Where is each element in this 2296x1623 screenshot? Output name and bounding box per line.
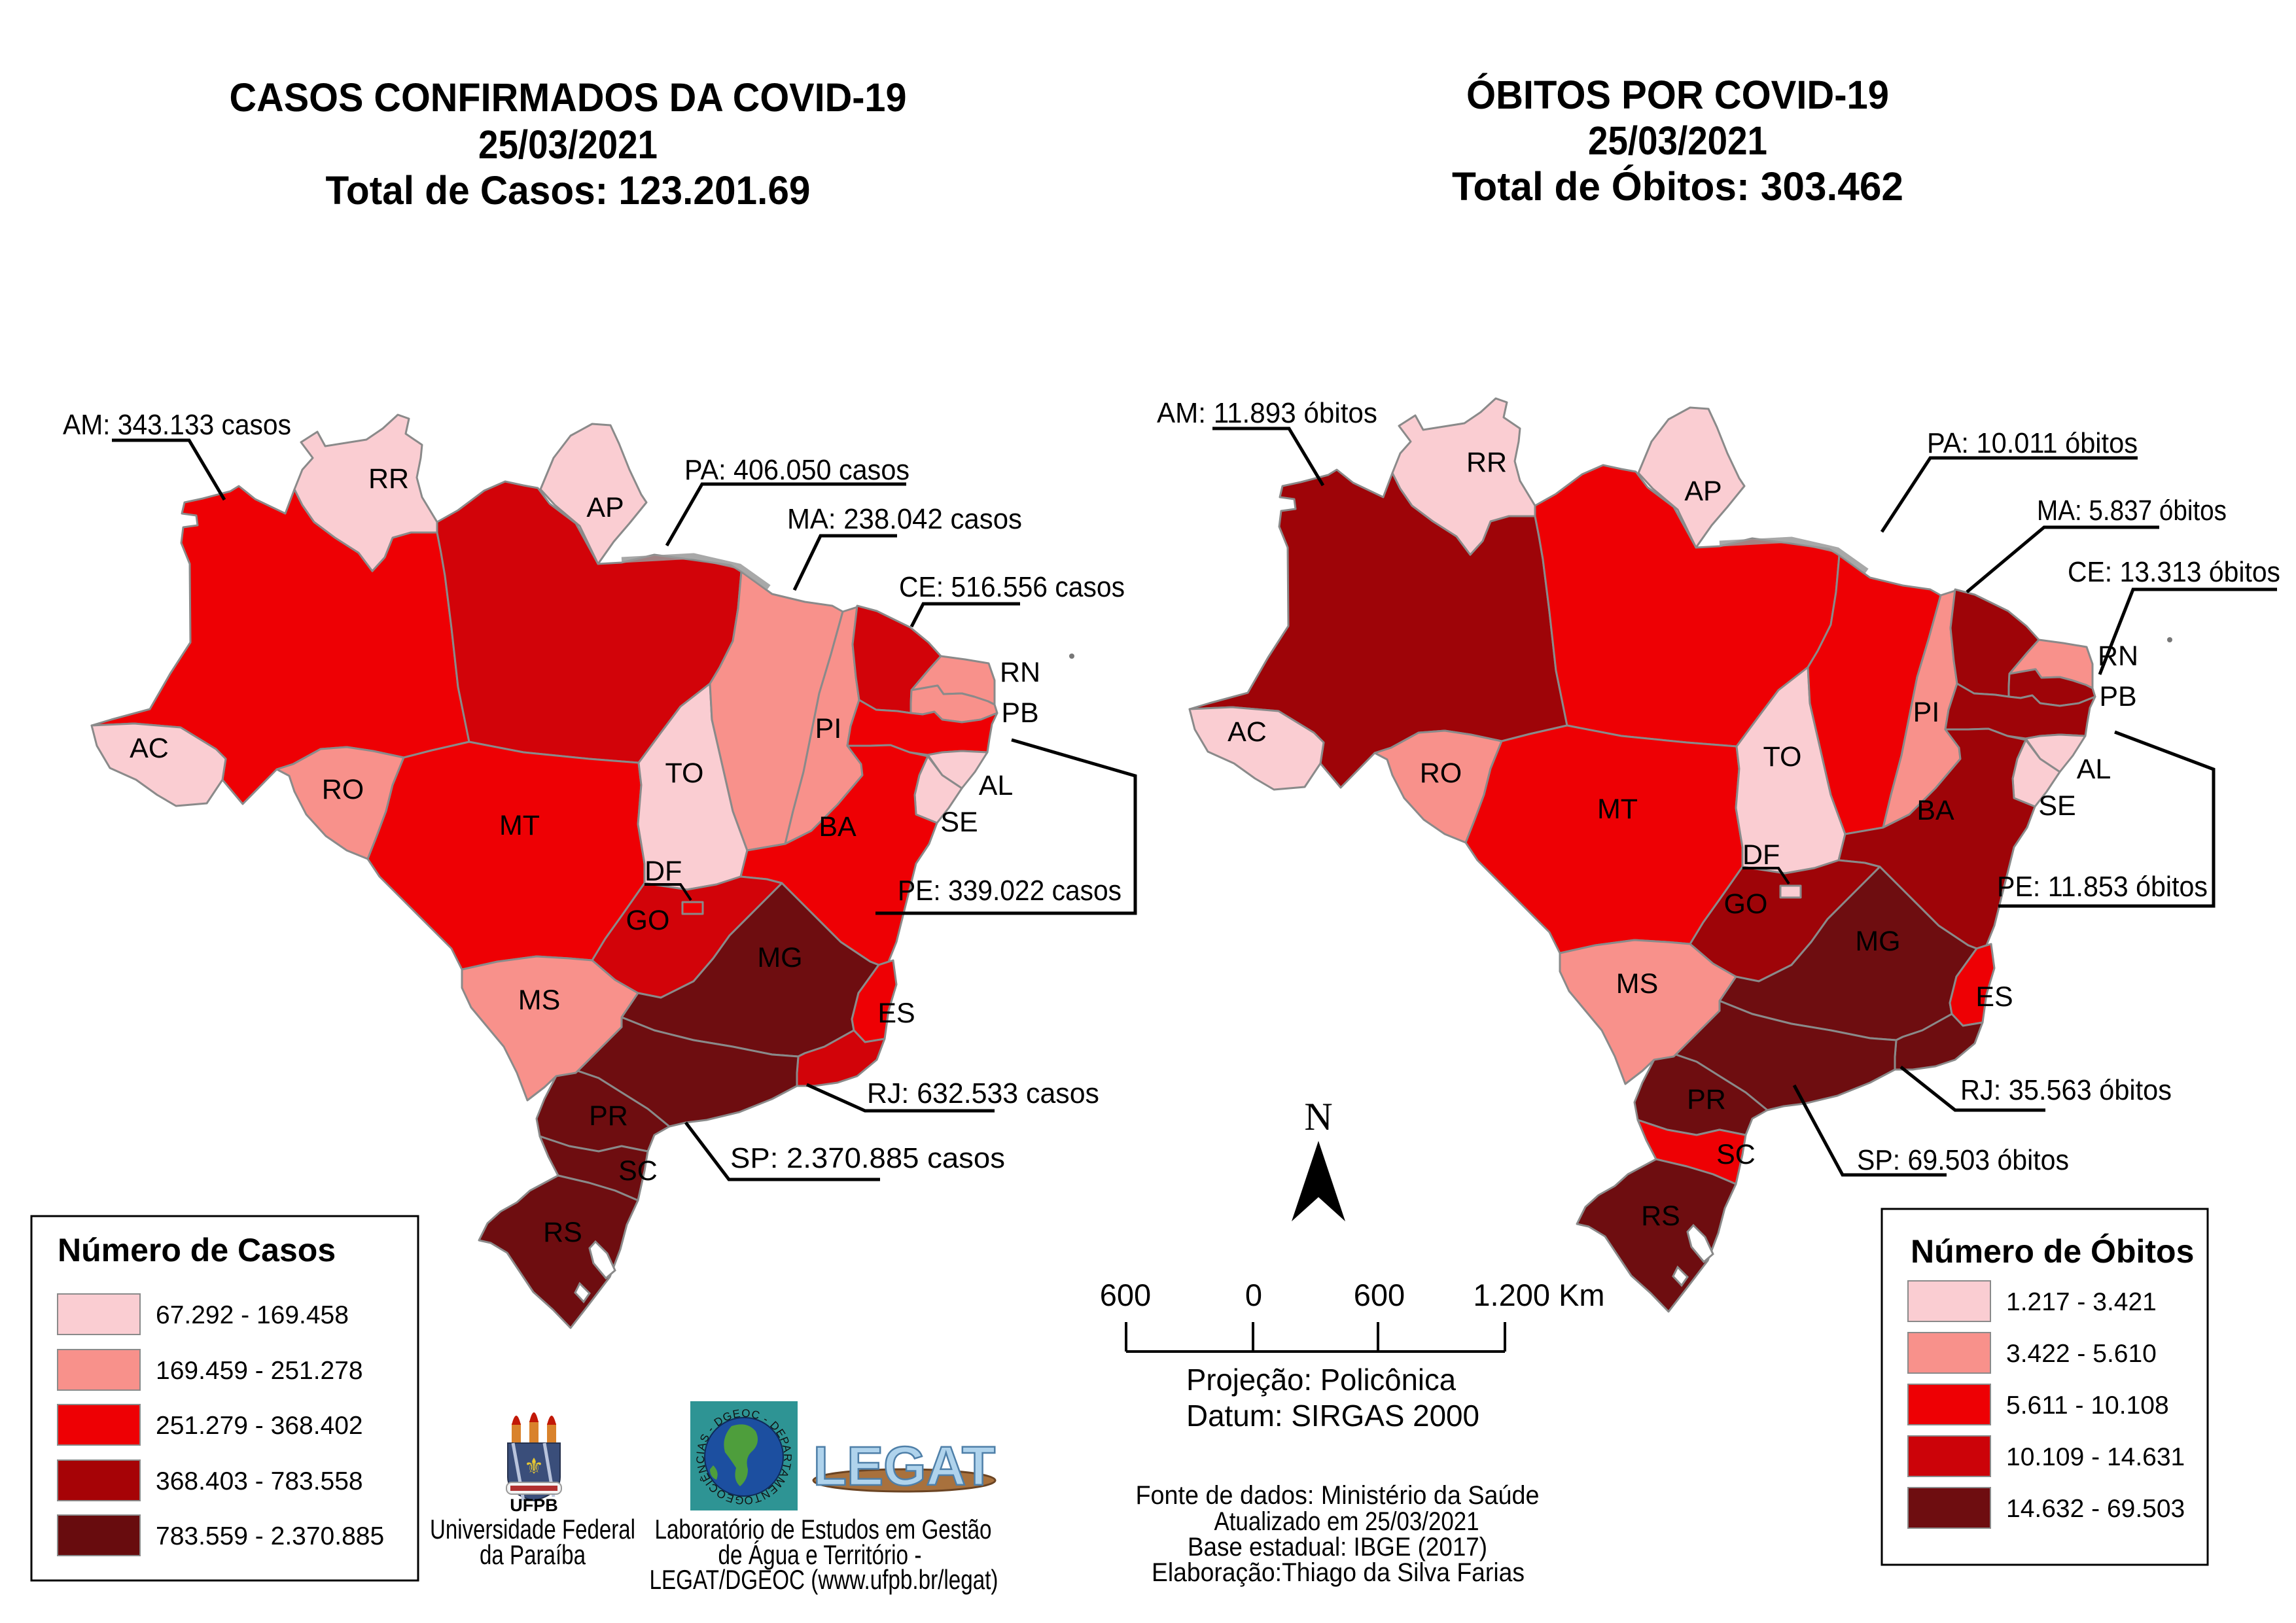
svg-text:600: 600 bbox=[1100, 1278, 1151, 1312]
svg-text:LEGAT/DGEOC (www.ufpb.br/legat: LEGAT/DGEOC (www.ufpb.br/legat) bbox=[650, 1564, 998, 1595]
svg-text:600: 600 bbox=[1354, 1278, 1405, 1312]
svg-text:BA: BA bbox=[819, 811, 857, 843]
svg-text:de Água e Território -: de Água e Território - bbox=[718, 1539, 922, 1570]
svg-text:RR: RR bbox=[1466, 447, 1507, 478]
svg-text:GO: GO bbox=[1724, 888, 1768, 920]
svg-text:SE: SE bbox=[940, 807, 978, 838]
svg-text:SE: SE bbox=[2038, 790, 2075, 822]
svg-text:PI: PI bbox=[1913, 697, 1940, 728]
svg-text:MS: MS bbox=[1616, 968, 1659, 1000]
svg-text:RJ: 35.563 óbitos: RJ: 35.563 óbitos bbox=[1960, 1074, 2172, 1106]
svg-text:25/03/2021: 25/03/2021 bbox=[478, 122, 658, 167]
svg-text:Total de Casos: 123.201.69: Total de Casos: 123.201.69 bbox=[326, 168, 811, 213]
svg-text:AC: AC bbox=[130, 733, 169, 764]
svg-text:DF: DF bbox=[1742, 839, 1780, 871]
svg-text:RO: RO bbox=[322, 774, 364, 805]
svg-text:TO: TO bbox=[1763, 741, 1802, 773]
svg-text:3.422 - 5.610: 3.422 - 5.610 bbox=[2006, 1340, 2157, 1368]
svg-text:RR: RR bbox=[368, 463, 409, 495]
svg-text:MA: 238.042 casos: MA: 238.042 casos bbox=[787, 503, 1022, 535]
svg-text:1.200 Km: 1.200 Km bbox=[1473, 1278, 1604, 1312]
svg-text:PA: 10.011 óbitos: PA: 10.011 óbitos bbox=[1927, 427, 2138, 459]
svg-text:MA: 5.837 óbitos: MA: 5.837 óbitos bbox=[2037, 495, 2227, 527]
svg-text:AL: AL bbox=[2077, 754, 2111, 785]
svg-text:PA: 406.050 casos: PA: 406.050 casos bbox=[684, 454, 910, 486]
svg-text:MG: MG bbox=[1855, 926, 1900, 957]
svg-text:ÓBITOS POR COVID-19: ÓBITOS POR COVID-19 bbox=[1466, 73, 1889, 117]
svg-text:SP: 69.503 óbitos: SP: 69.503 óbitos bbox=[1857, 1144, 2069, 1176]
svg-text:CASOS CONFIRMADOS DA COVID-19: CASOS CONFIRMADOS DA COVID-19 bbox=[230, 75, 907, 120]
svg-text:Elaboração:Thiago da Silva Far: Elaboração:Thiago da Silva Farias bbox=[1152, 1558, 1525, 1587]
svg-text:10.109 - 14.631: 10.109 - 14.631 bbox=[2006, 1443, 2185, 1471]
svg-text:783.559 - 2.370.885: 783.559 - 2.370.885 bbox=[156, 1522, 384, 1550]
svg-text:RJ: 632.533 casos: RJ: 632.533 casos bbox=[867, 1077, 1099, 1109]
svg-text:0: 0 bbox=[1245, 1278, 1262, 1312]
svg-text:PB: PB bbox=[1001, 697, 1038, 729]
svg-text:Atualizado em 25/03/2021: Atualizado em 25/03/2021 bbox=[1214, 1507, 1479, 1536]
svg-text:DF: DF bbox=[645, 856, 682, 887]
svg-text:SC: SC bbox=[1716, 1139, 1756, 1170]
svg-text:CE: 516.556 casos: CE: 516.556 casos bbox=[899, 571, 1125, 603]
svg-text:UFPB: UFPB bbox=[510, 1495, 558, 1515]
svg-text:PE: 11.853 óbitos: PE: 11.853 óbitos bbox=[1997, 871, 2208, 903]
svg-text:Número de Casos: Número de Casos bbox=[58, 1232, 336, 1268]
svg-text:PR: PR bbox=[589, 1100, 628, 1132]
svg-text:14.632 - 69.503: 14.632 - 69.503 bbox=[2006, 1495, 2185, 1523]
svg-text:Projeção: Policônica: Projeção: Policônica bbox=[1186, 1363, 1456, 1397]
svg-text:AM: 11.893 óbitos: AM: 11.893 óbitos bbox=[1157, 397, 1377, 429]
svg-text:AP: AP bbox=[1684, 476, 1722, 507]
svg-text:MT: MT bbox=[499, 810, 540, 841]
svg-text:PE: 339.022 casos: PE: 339.022 casos bbox=[898, 875, 1122, 907]
svg-text:AM: 343.133 casos: AM: 343.133 casos bbox=[63, 409, 291, 441]
svg-text:Total de Óbitos: 303.462: Total de Óbitos: 303.462 bbox=[1452, 164, 1903, 209]
svg-text:67.292 - 169.458: 67.292 - 169.458 bbox=[156, 1301, 349, 1329]
svg-text:N: N bbox=[1304, 1095, 1332, 1138]
svg-text:BA: BA bbox=[1916, 795, 1954, 826]
svg-text:Número de Óbitos: Número de Óbitos bbox=[1911, 1233, 2194, 1270]
svg-text:⚜: ⚜ bbox=[524, 1454, 544, 1479]
svg-text:LEGAT: LEGAT bbox=[813, 1435, 995, 1497]
svg-text:5.611 - 10.108: 5.611 - 10.108 bbox=[2006, 1391, 2169, 1420]
svg-text:MG: MG bbox=[757, 942, 802, 973]
svg-text:AL: AL bbox=[979, 770, 1014, 801]
svg-text:Datum: SIRGAS 2000: Datum: SIRGAS 2000 bbox=[1186, 1399, 1479, 1433]
svg-text:GO: GO bbox=[626, 905, 670, 936]
svg-text:Laboratório de Estudos em Gest: Laboratório de Estudos em Gestão bbox=[655, 1514, 992, 1544]
svg-text:Universidade Federal: Universidade Federal bbox=[430, 1514, 635, 1544]
svg-text:PB: PB bbox=[2099, 681, 2136, 712]
svg-text:251.279 - 368.402: 251.279 - 368.402 bbox=[156, 1412, 363, 1440]
svg-text:368.403 - 783.558: 368.403 - 783.558 bbox=[156, 1467, 363, 1495]
svg-text:169.459 - 251.278: 169.459 - 251.278 bbox=[156, 1357, 363, 1385]
svg-text:RO: RO bbox=[1420, 758, 1462, 789]
svg-text:TO: TO bbox=[665, 758, 704, 789]
svg-text:ES: ES bbox=[877, 998, 915, 1029]
svg-text:AP: AP bbox=[586, 492, 624, 523]
svg-text:Fonte de dados: Ministério da: Fonte de dados: Ministério da Saúde bbox=[1136, 1481, 1540, 1510]
svg-text:25/03/2021: 25/03/2021 bbox=[1588, 118, 1767, 163]
svg-text:CE: 13.313 óbitos: CE: 13.313 óbitos bbox=[2068, 556, 2280, 588]
svg-text:RN: RN bbox=[1000, 657, 1040, 688]
svg-text:1.217 - 3.421: 1.217 - 3.421 bbox=[2006, 1288, 2157, 1316]
svg-text:ES: ES bbox=[1975, 981, 2013, 1013]
svg-text:AC: AC bbox=[1227, 716, 1267, 748]
svg-text:PR: PR bbox=[1687, 1084, 1726, 1115]
svg-text:RS: RS bbox=[1641, 1200, 1680, 1232]
svg-text:MS: MS bbox=[518, 985, 561, 1016]
svg-text:PI: PI bbox=[815, 713, 842, 744]
svg-text:MT: MT bbox=[1597, 794, 1638, 825]
svg-text:SC: SC bbox=[618, 1155, 658, 1187]
svg-text:da Paraíba: da Paraíba bbox=[480, 1539, 586, 1570]
svg-text:RS: RS bbox=[543, 1217, 582, 1248]
svg-text:Base estadual: IBGE (2017): Base estadual: IBGE (2017) bbox=[1188, 1533, 1487, 1562]
svg-text:SP: 2.370.885 casos: SP: 2.370.885 casos bbox=[730, 1142, 1005, 1174]
